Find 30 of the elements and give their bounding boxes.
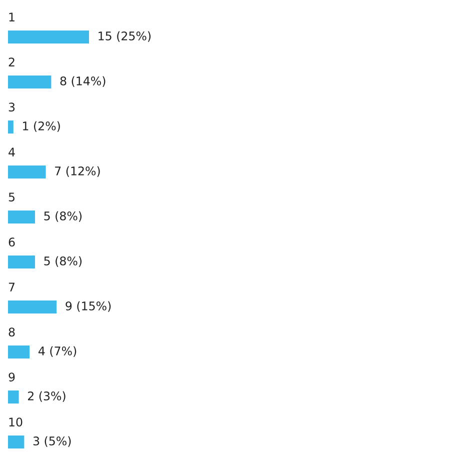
data-label: 5 (8%) bbox=[44, 256, 82, 267]
bar bbox=[8, 345, 30, 359]
y-tick-label: 2 bbox=[8, 58, 14, 66]
data-label: 2 (3%) bbox=[28, 391, 66, 402]
y-tick-label: 3 bbox=[8, 102, 15, 112]
y-tick-label: 7 bbox=[8, 282, 14, 292]
data-label: 7 (12%) bbox=[55, 166, 100, 177]
bar bbox=[8, 165, 46, 179]
data-label: 15 (25%) bbox=[98, 31, 151, 42]
bar bbox=[8, 120, 14, 134]
bar bbox=[8, 390, 19, 404]
data-label: 4 (7%) bbox=[38, 346, 76, 357]
y-tick-label: 5 bbox=[8, 192, 14, 202]
y-tick-label: 8 bbox=[8, 328, 15, 337]
data-label: 8 (14%) bbox=[60, 76, 106, 87]
data-label: 1 (2%) bbox=[23, 121, 60, 132]
y-tick-label: 1 bbox=[9, 12, 14, 22]
bar bbox=[8, 255, 35, 269]
y-tick-label: 6 bbox=[8, 238, 15, 247]
bar bbox=[8, 210, 35, 224]
bar bbox=[8, 30, 89, 44]
data-label: 5 (8%) bbox=[44, 211, 82, 222]
data-label: 3 (5%) bbox=[33, 436, 71, 447]
bar bbox=[8, 75, 52, 89]
y-tick-label: 10 bbox=[9, 418, 22, 427]
y-tick-label: 9 bbox=[8, 372, 15, 382]
data-label: 9 (15%) bbox=[66, 301, 111, 312]
bar bbox=[8, 300, 57, 314]
bar bbox=[8, 435, 24, 449]
y-tick-label: 4 bbox=[8, 148, 15, 156]
